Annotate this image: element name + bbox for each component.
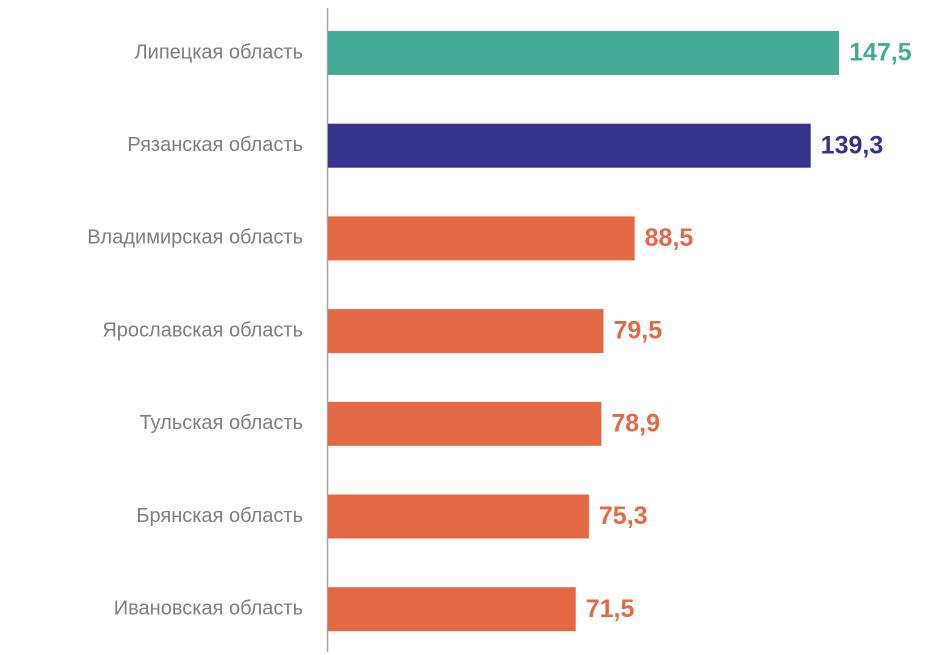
value-label: 78,9 [611,409,660,437]
value-label: 79,5 [613,317,662,345]
category-label: Ивановская область [114,597,303,619]
bar [328,309,604,354]
value-label: 88,5 [645,224,694,252]
bar [328,216,635,261]
bar [328,587,576,632]
bar [328,401,602,446]
value-label: 75,3 [599,502,648,530]
bar [328,31,840,75]
category-label: Липецкая область [135,41,303,63]
value-label: 147,5 [849,39,912,67]
bar [328,123,811,168]
category-label: Брянская область [136,505,303,527]
category-label: Тульская область [140,412,304,434]
value-label: 139,3 [821,131,884,159]
value-label: 71,5 [586,595,635,623]
category-label: Владимирская область [87,227,303,249]
category-label: Ярославская область [102,319,303,341]
bar [328,494,589,539]
category-label: Рязанская область [127,134,303,156]
